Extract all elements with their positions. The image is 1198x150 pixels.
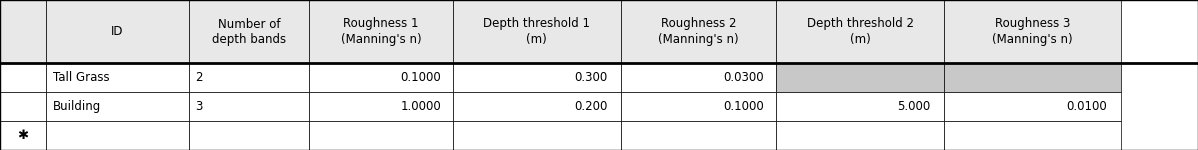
Bar xyxy=(46,121,189,150)
Bar xyxy=(309,0,453,63)
Text: 5.000: 5.000 xyxy=(897,100,931,113)
Bar xyxy=(309,121,453,150)
Bar xyxy=(46,92,189,121)
Bar xyxy=(621,92,776,121)
Bar xyxy=(309,92,453,121)
Bar xyxy=(189,92,309,121)
Text: Depth threshold 1
(m): Depth threshold 1 (m) xyxy=(483,18,591,45)
Text: Roughness 3
(Manning's n): Roughness 3 (Manning's n) xyxy=(992,18,1073,45)
Text: 0.200: 0.200 xyxy=(574,100,607,113)
Text: Roughness 1
(Manning's n): Roughness 1 (Manning's n) xyxy=(340,18,422,45)
Bar xyxy=(189,63,309,92)
Text: Building: Building xyxy=(53,100,101,113)
Bar xyxy=(621,0,776,63)
Bar xyxy=(309,63,453,92)
Bar xyxy=(0,63,46,92)
Bar xyxy=(189,121,309,150)
Bar xyxy=(944,92,1121,121)
Bar xyxy=(944,121,1121,150)
Bar xyxy=(776,63,944,92)
Text: ID: ID xyxy=(111,25,123,38)
Bar xyxy=(776,0,944,63)
Bar xyxy=(453,92,621,121)
Bar xyxy=(453,0,621,63)
Text: 0.1000: 0.1000 xyxy=(400,71,441,84)
Text: ✱: ✱ xyxy=(17,129,29,142)
Text: 2: 2 xyxy=(195,71,202,84)
Text: 0.0300: 0.0300 xyxy=(724,71,764,84)
Bar xyxy=(453,63,621,92)
Text: 3: 3 xyxy=(195,100,202,113)
Bar xyxy=(944,63,1121,92)
Bar xyxy=(0,121,46,150)
Bar xyxy=(776,92,944,121)
Text: 0.1000: 0.1000 xyxy=(724,100,764,113)
Text: Tall Grass: Tall Grass xyxy=(53,71,109,84)
Bar xyxy=(776,121,944,150)
Bar xyxy=(46,63,189,92)
Bar xyxy=(0,92,46,121)
Text: Roughness 2
(Manning's n): Roughness 2 (Manning's n) xyxy=(658,18,739,45)
Text: 0.0100: 0.0100 xyxy=(1066,100,1107,113)
Text: 0.300: 0.300 xyxy=(574,71,607,84)
Bar xyxy=(0,0,46,63)
Text: Depth threshold 2
(m): Depth threshold 2 (m) xyxy=(806,18,914,45)
Bar xyxy=(944,0,1121,63)
Bar xyxy=(621,63,776,92)
Bar xyxy=(621,121,776,150)
Bar xyxy=(453,121,621,150)
Bar xyxy=(189,0,309,63)
Text: 1.0000: 1.0000 xyxy=(400,100,441,113)
Text: Number of
depth bands: Number of depth bands xyxy=(212,18,286,45)
Bar xyxy=(46,0,189,63)
